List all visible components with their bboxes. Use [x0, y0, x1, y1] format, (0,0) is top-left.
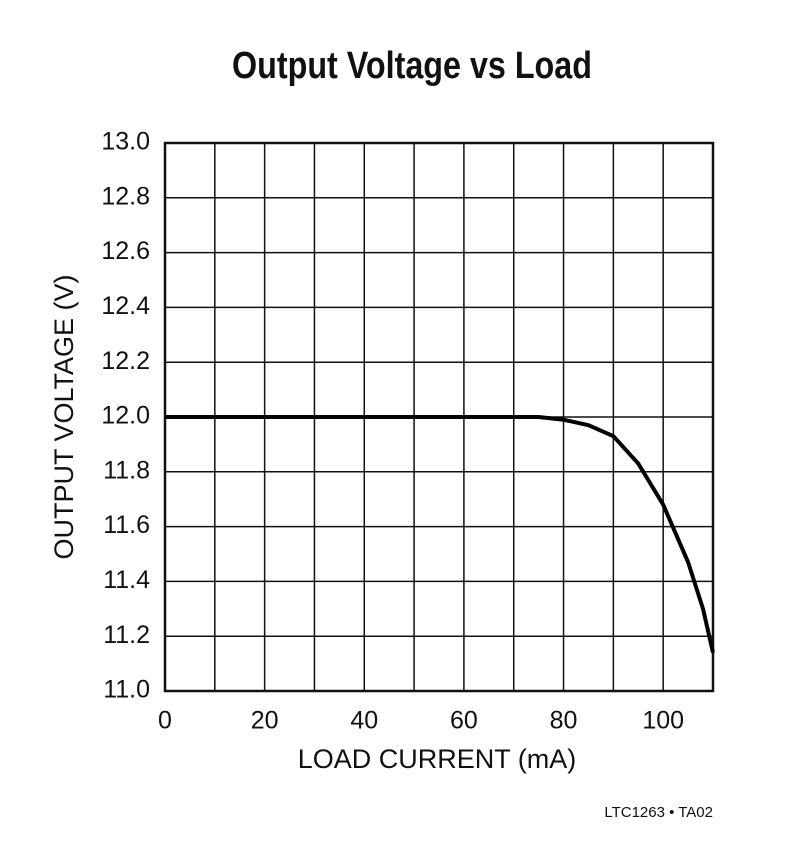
x-tick-label: 80	[550, 707, 578, 735]
y-tick-label: 11.0	[103, 676, 150, 704]
y-tick-label: 11.2	[103, 621, 150, 649]
y-tick-label: 12.6	[101, 237, 150, 265]
y-axis-label: OUTPUT VOLTAGE (V)	[49, 274, 79, 559]
x-tick-label: 60	[450, 707, 478, 735]
y-tick-label: 12.8	[101, 182, 150, 210]
x-tick-label: 20	[251, 707, 279, 735]
x-tick-label: 0	[158, 707, 172, 735]
y-tick-label: 13.0	[101, 128, 150, 156]
y-tick-label: 11.6	[103, 511, 150, 539]
y-tick-label: 12.0	[101, 402, 150, 430]
data-line	[165, 415, 715, 654]
x-tick-label: 100	[642, 707, 684, 735]
x-tick-label: 40	[350, 707, 378, 735]
footnote: LTC1263 • TA02	[604, 804, 713, 821]
chart-title: Output Voltage vs Load	[232, 45, 592, 87]
y-tick-label: 11.4	[103, 566, 150, 594]
y-tick-label: 12.4	[101, 292, 150, 320]
y-tick-label: 12.2	[101, 347, 150, 375]
x-axis-label: LOAD CURRENT (mA)	[298, 744, 577, 774]
y-tick-label: 11.8	[103, 456, 150, 484]
